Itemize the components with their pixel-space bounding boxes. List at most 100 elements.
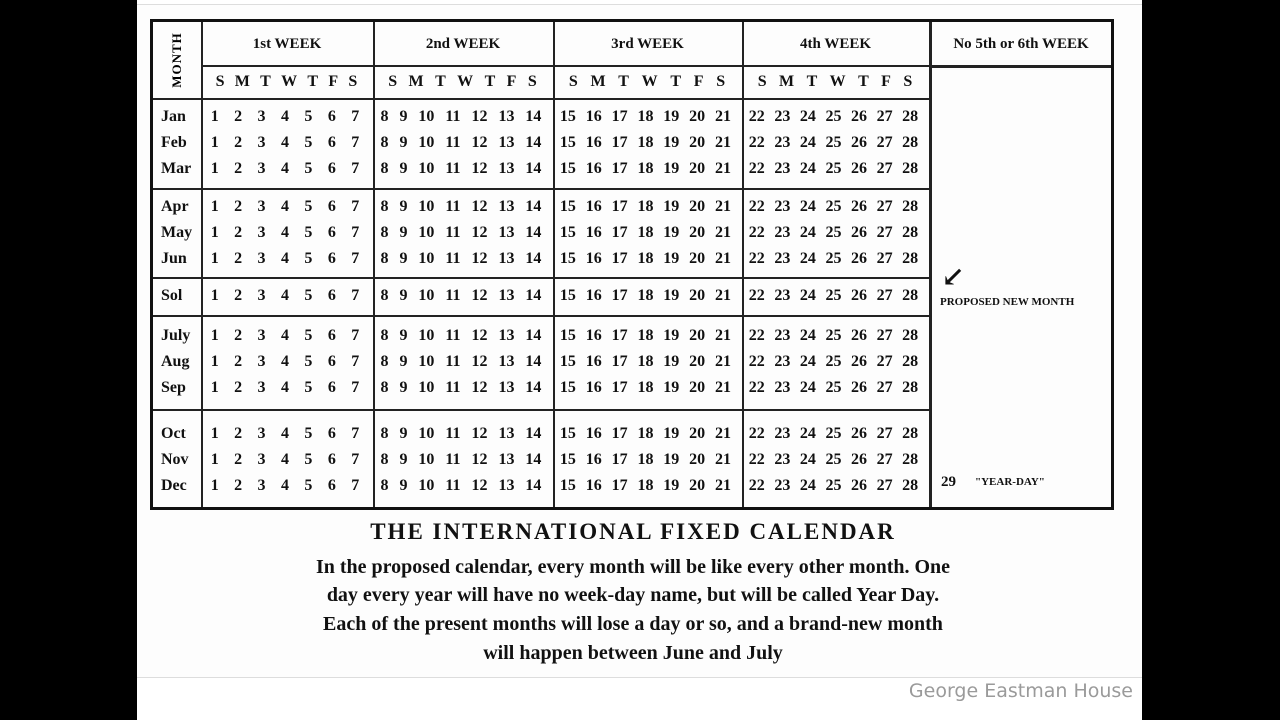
day-number: 10 xyxy=(418,424,435,442)
day-number: 16 xyxy=(585,249,602,267)
day-number: 23 xyxy=(774,424,791,442)
day-number: 5 xyxy=(304,379,313,396)
day-number: 7 xyxy=(351,353,360,370)
day-number: 25 xyxy=(825,327,842,344)
day-number: 16 xyxy=(585,450,602,468)
day-numbers: 8 9 10 11 12 13 14 xyxy=(375,447,547,473)
day-number: 24 xyxy=(799,134,816,151)
day-number: 4 xyxy=(280,249,289,267)
day-number: 22 xyxy=(748,223,765,241)
day-number: 19 xyxy=(663,197,680,215)
day-number: 4 xyxy=(280,327,289,344)
month-label: Sol xyxy=(161,287,183,304)
day-number: 12 xyxy=(471,353,488,370)
page: MONTH 1st WEEK S M T W T F S 2nd WEEK S M T W T F S 3rd … xyxy=(137,0,1142,720)
week-header: 4th WEEK xyxy=(800,35,871,52)
day-number: 25 xyxy=(825,353,842,370)
weekday-label: F xyxy=(881,73,892,90)
day-number: 5 xyxy=(304,197,313,215)
day-number: 26 xyxy=(851,379,868,396)
day-number: 2 xyxy=(234,327,243,344)
day-number: 6 xyxy=(327,108,336,125)
day-number: 10 xyxy=(418,197,435,215)
month-label: Jan xyxy=(161,108,186,125)
day-number: 24 xyxy=(799,160,816,177)
day-number: 27 xyxy=(876,327,893,344)
day-number: 10 xyxy=(418,379,435,396)
day-number: 24 xyxy=(799,249,816,267)
day-number: 18 xyxy=(637,379,654,396)
day-number: 3 xyxy=(257,249,266,267)
day-number: 11 xyxy=(445,249,461,267)
day-number: 14 xyxy=(525,249,542,267)
day-number: 20 xyxy=(689,450,706,468)
day-number: 20 xyxy=(689,197,706,215)
day-number: 13 xyxy=(498,353,515,370)
day-number: 23 xyxy=(774,160,791,177)
day-number: 3 xyxy=(257,134,266,151)
day-number: 26 xyxy=(851,249,868,267)
month-label: Feb xyxy=(161,134,187,151)
day-number: 2 xyxy=(234,108,243,125)
day-number: 13 xyxy=(498,450,515,468)
day-number: 7 xyxy=(351,424,360,442)
day-number: 28 xyxy=(902,249,919,267)
day-number: 22 xyxy=(748,108,765,125)
day-numbers: 22 23 24 25 26 27 28 xyxy=(744,156,923,182)
day-number: 23 xyxy=(774,353,791,370)
day-number: 9 xyxy=(399,134,408,151)
weekday-label: M xyxy=(408,73,425,90)
day-number: 26 xyxy=(851,287,868,304)
row-divider xyxy=(153,277,929,279)
day-number: 4 xyxy=(280,450,289,468)
day-number: 18 xyxy=(637,424,654,442)
day-number: 5 xyxy=(304,424,313,442)
day-number: 10 xyxy=(418,450,435,468)
day-number: 23 xyxy=(774,249,791,267)
day-numbers: 15 16 17 18 19 20 21 xyxy=(555,194,736,220)
day-number: 6 xyxy=(327,353,336,370)
day-number: 11 xyxy=(445,287,461,304)
day-number: 19 xyxy=(663,476,680,494)
week-header: 2nd WEEK xyxy=(425,35,501,52)
day-number: 12 xyxy=(471,249,488,267)
day-numbers: 15 16 17 18 19 20 21 xyxy=(555,156,736,182)
day-number: 9 xyxy=(399,476,408,494)
day-number: 17 xyxy=(611,450,628,468)
day-number: 17 xyxy=(611,108,628,125)
day-number: 11 xyxy=(445,197,461,215)
day-number: 1 xyxy=(210,379,219,396)
day-number: 14 xyxy=(525,450,542,468)
day-number: 9 xyxy=(399,197,408,215)
day-number: 14 xyxy=(525,223,542,241)
day-number: 16 xyxy=(585,424,602,442)
day-number: 20 xyxy=(689,424,706,442)
day-number: 16 xyxy=(585,476,602,494)
day-number: 24 xyxy=(799,353,816,370)
day-number: 28 xyxy=(902,160,919,177)
day-number: 25 xyxy=(825,287,842,304)
month-header: MONTH xyxy=(153,22,201,98)
day-number: 9 xyxy=(399,249,408,267)
day-numbers: 15 16 17 18 19 20 21 xyxy=(555,246,736,272)
weekday-label: T xyxy=(806,73,819,90)
row-divider xyxy=(201,65,929,67)
day-number: 26 xyxy=(851,197,868,215)
day-numbers: 8 9 10 11 12 13 14 xyxy=(375,277,547,315)
day-number: 8 xyxy=(380,327,389,344)
month-label: Dec xyxy=(161,476,187,494)
day-numbers: 8 9 10 11 12 13 14 xyxy=(375,473,547,499)
day-number: 8 xyxy=(380,249,389,267)
week-header: 3rd WEEK xyxy=(611,35,684,52)
day-number: 19 xyxy=(663,353,680,370)
day-number: 3 xyxy=(257,327,266,344)
weekday-label: F xyxy=(506,73,518,90)
day-number: 4 xyxy=(280,424,289,442)
day-number: 9 xyxy=(399,287,408,304)
column-divider xyxy=(553,22,555,507)
weekday-label: T xyxy=(618,73,630,90)
